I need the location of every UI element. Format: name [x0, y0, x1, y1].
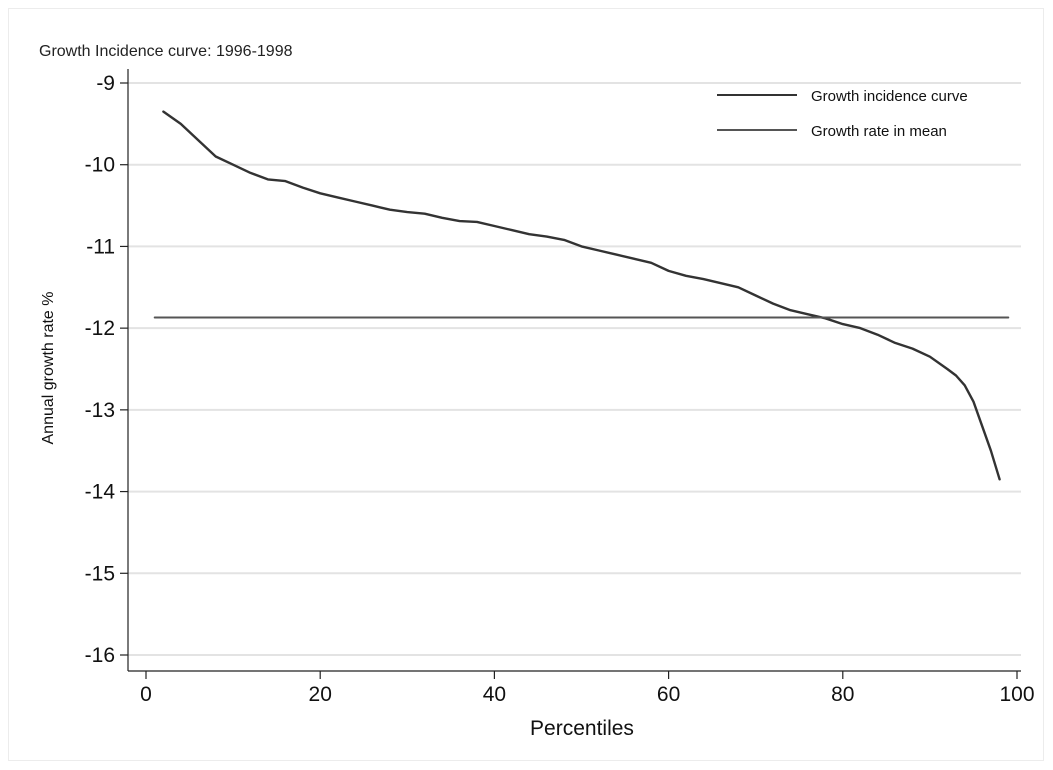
legend-label-growth-incidence-curve: Growth incidence curve	[811, 88, 968, 105]
axis-layer	[127, 69, 1021, 672]
chart-frame	[8, 8, 1044, 761]
x-tick-label: 0	[140, 683, 152, 706]
y-tick-label: -12	[85, 317, 115, 340]
x-tick-label: 80	[831, 683, 854, 706]
x-tick-layer: 0 20 40 60 80 100	[140, 671, 1035, 706]
x-tick-label: 40	[483, 683, 506, 706]
series-line-curve	[162, 110, 1001, 481]
y-tick-label: -15	[85, 562, 115, 585]
x-tick-label: 20	[309, 683, 332, 706]
legend: Growth incidence curve Growth rate in me…	[717, 88, 968, 140]
y-axis-title: Annual growth rate %	[40, 292, 57, 445]
x-tick-label: 60	[657, 683, 680, 706]
y-tick-label: -10	[85, 154, 115, 177]
y-tick-label: -16	[85, 644, 115, 667]
y-tick-label: -11	[86, 235, 115, 258]
chart-title: Growth Incidence curve: 1996-1998	[39, 43, 293, 60]
y-tick-layer: -9 -10 -11 -12 -13 -14 -15 -16	[85, 72, 128, 667]
y-tick-label: -14	[85, 481, 116, 504]
series-layer	[153, 110, 1010, 481]
x-tick-label: 100	[999, 683, 1034, 706]
x-axis-title: Percentiles	[530, 717, 634, 740]
grid-layer	[128, 82, 1021, 656]
y-tick-label: -13	[85, 399, 115, 422]
y-tick-label: -9	[96, 72, 115, 95]
legend-label-growth-rate-in-mean: Growth rate in mean	[811, 123, 947, 140]
